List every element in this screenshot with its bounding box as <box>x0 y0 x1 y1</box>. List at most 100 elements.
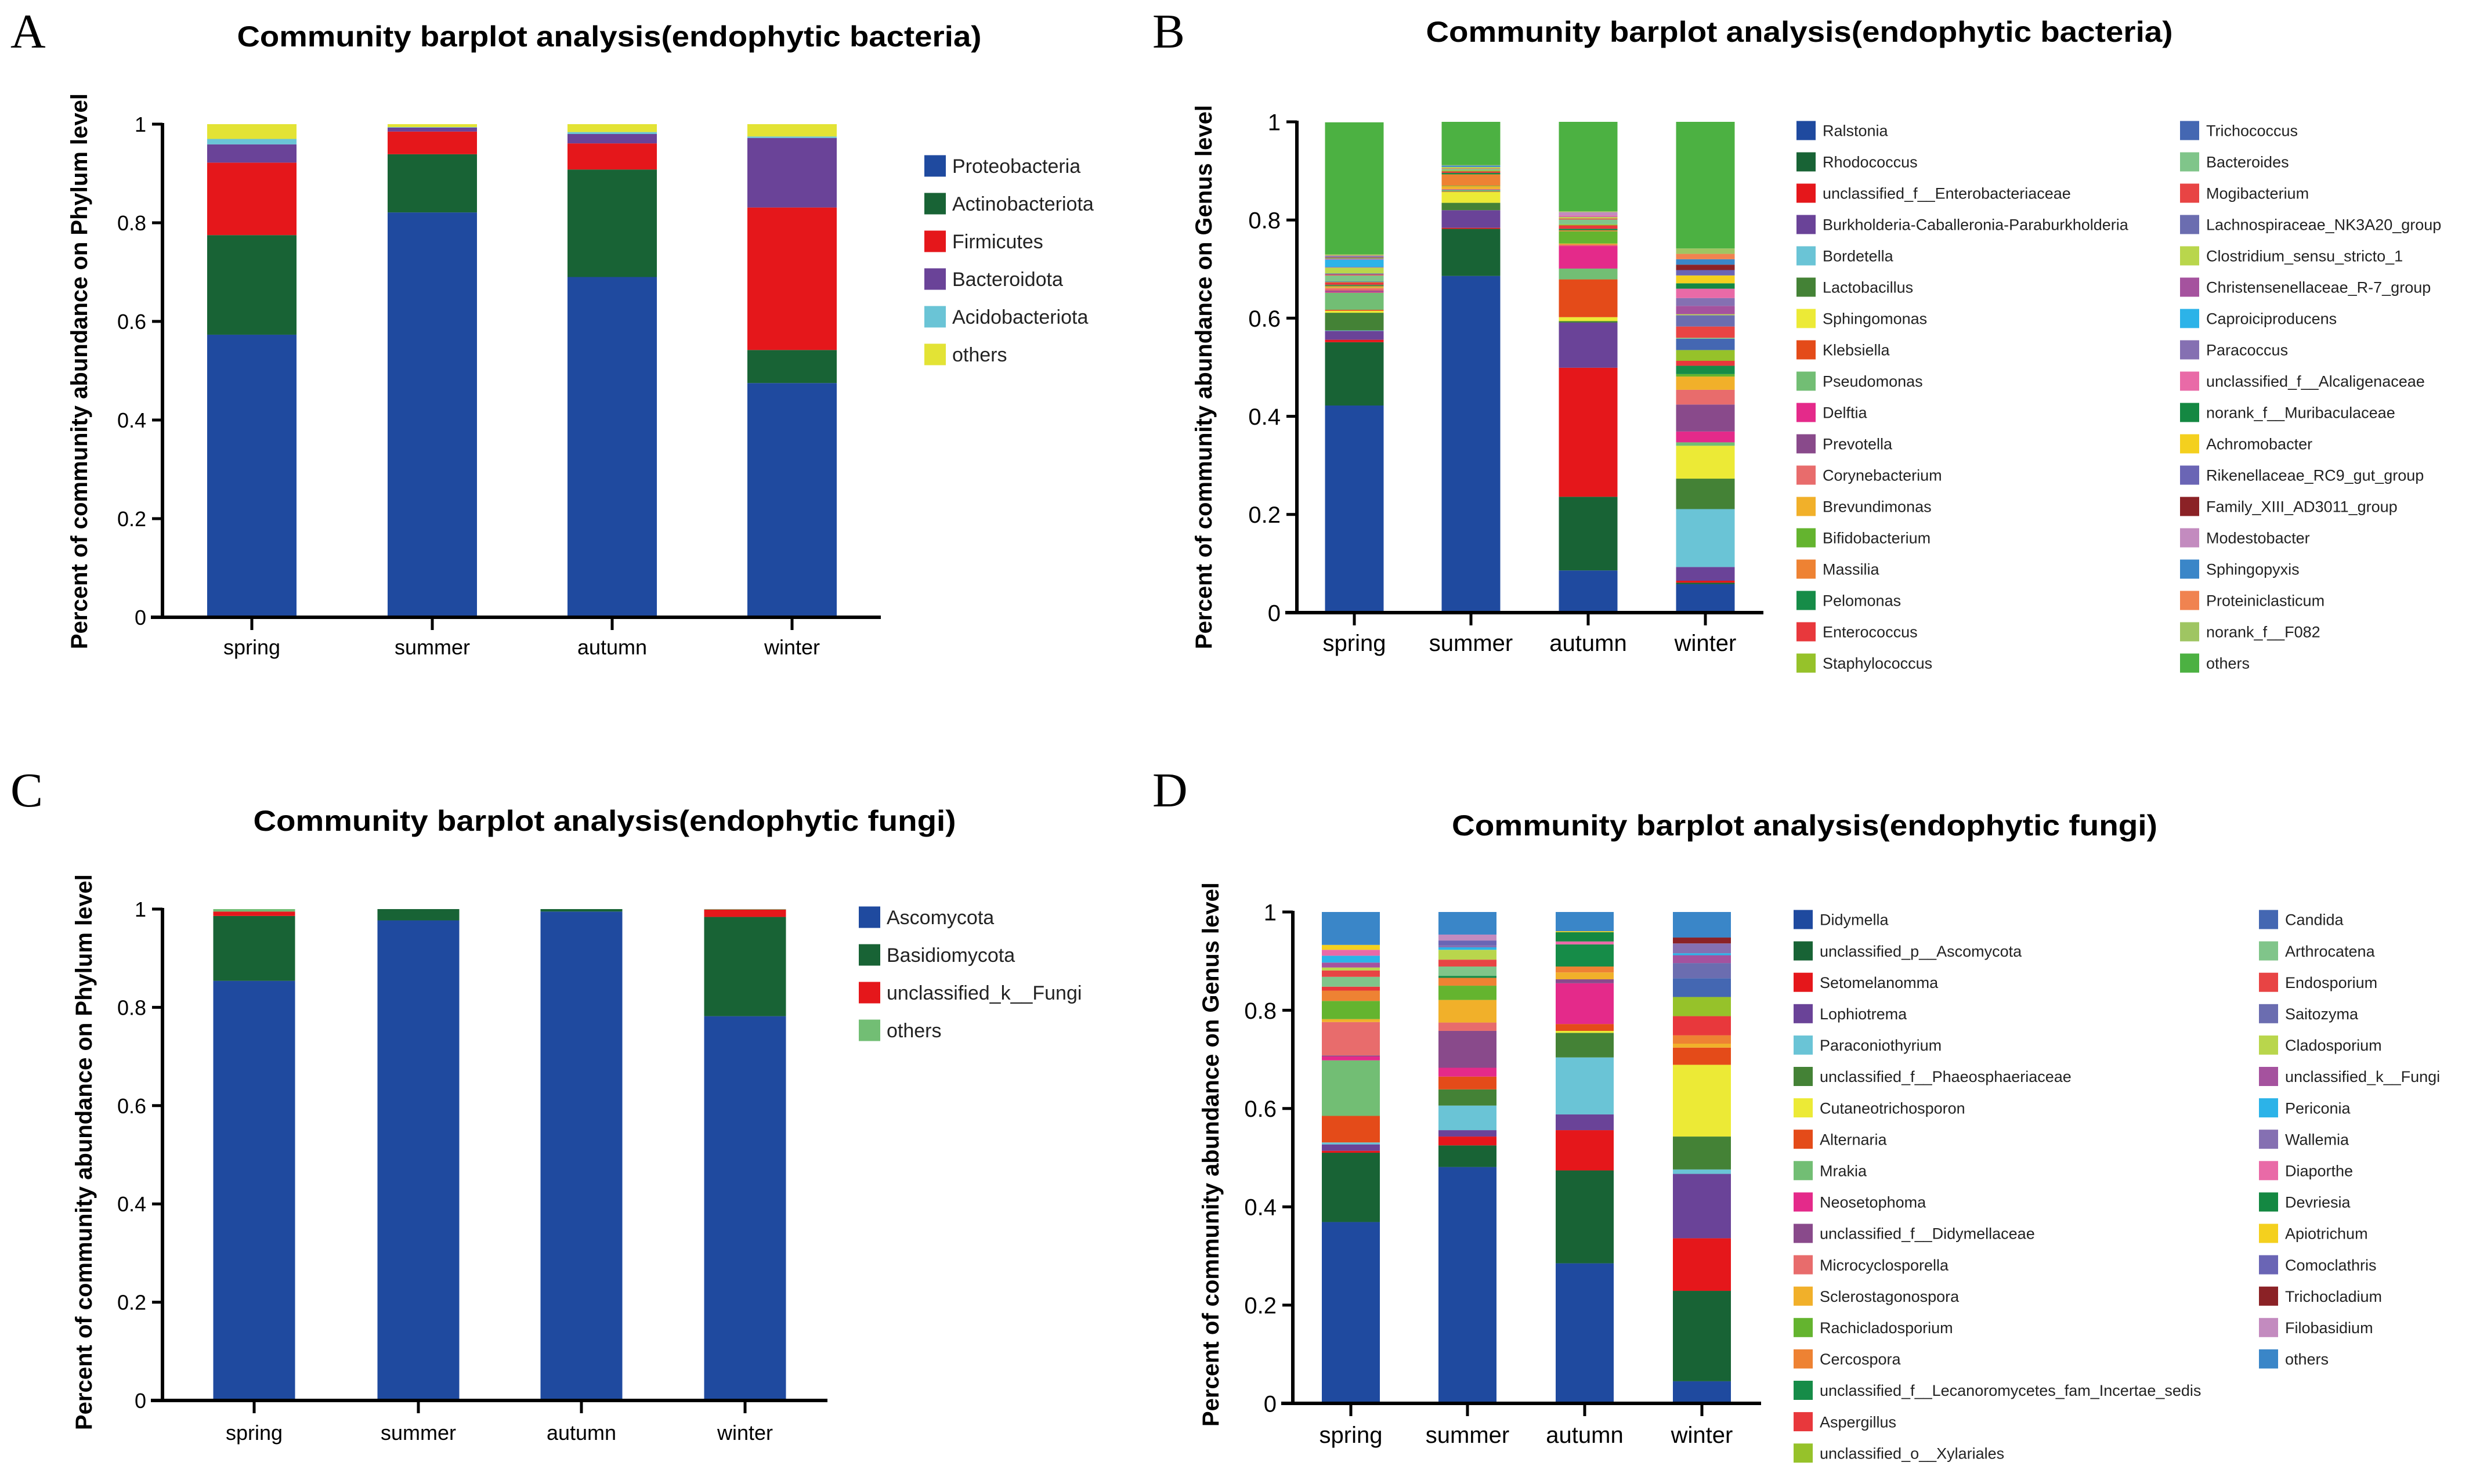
bar-segment-winter-4 <box>747 136 837 138</box>
bar-segment-winter-28 <box>1676 275 1735 284</box>
bar-segment-winter-32 <box>1676 259 1735 265</box>
legend-item: Family_XIII_AD3011_group <box>2180 497 2398 516</box>
bar-segment-winter-11 <box>1676 389 1735 405</box>
bar-segment-summer-32 <box>1441 165 1501 167</box>
y-tick-label: 0.6 <box>1248 306 1281 332</box>
bar-segment-winter-5 <box>747 124 837 137</box>
bar-segment-spring-24 <box>1322 955 1380 963</box>
bar-segment-autumn-12 <box>1556 972 1614 980</box>
legend-label: Alternaria <box>1820 1131 1888 1148</box>
bar-segment-autumn-6 <box>1559 317 1618 321</box>
bar-segment-summer-35 <box>1441 122 1501 165</box>
legend-item: Setomelanomma <box>1794 972 1939 992</box>
bar-segment-autumn-14 <box>1556 967 1614 973</box>
legend-swatch <box>2180 591 2199 610</box>
x-tick-label: summer <box>381 1421 456 1445</box>
legend-swatch <box>1794 1255 1813 1275</box>
legend-label: Rikenellaceae_RC9_gut_group <box>2206 467 2424 484</box>
legend-item: Apiotrichum <box>2259 1224 2368 1243</box>
legend-label: Periconia <box>2285 1099 2351 1117</box>
legend-item: unclassified_f__Alcaligenaceae <box>2180 371 2425 391</box>
bar-segment-summer-5 <box>1438 1089 1496 1106</box>
bar-segment-autumn-4 <box>567 132 657 134</box>
y-axis-label: Percent of community abundance on Phylum… <box>71 874 97 1430</box>
bar-segment-summer-4 <box>1438 1105 1496 1131</box>
bar-segment-autumn-3 <box>567 134 657 144</box>
bar-segment-autumn-31 <box>1559 212 1618 216</box>
chart-panel-a: A Community barplot analysis(endophytic b… <box>10 5 1094 659</box>
legend-swatch <box>1796 340 1816 360</box>
bar-segment-winter-2 <box>747 207 837 350</box>
legend-item: Lactobacillus <box>1796 277 1913 297</box>
bars <box>1325 122 1735 613</box>
bar-segment-autumn-1 <box>567 169 657 277</box>
bar-segment-autumn-1 <box>540 909 623 912</box>
legend-swatch <box>2259 1098 2278 1118</box>
bar-segment-autumn-3 <box>1559 323 1618 368</box>
legend-swatch <box>2180 528 2199 548</box>
bar-segment-autumn-13 <box>1559 231 1618 244</box>
bar-segment-autumn-0 <box>1556 1263 1614 1403</box>
bar-segment-winter-4 <box>1673 1169 1731 1174</box>
bar-segment-spring-30 <box>1325 256 1384 258</box>
legend-item: unclassified_f__Lecanoromycetes_fam_Ince… <box>1794 1381 2201 1400</box>
legend-label: Actinobacteriota <box>952 193 1094 215</box>
bar-segment-winter-3 <box>704 909 786 910</box>
bar-segment-autumn-12 <box>1559 243 1618 245</box>
bar-segment-winter-32 <box>1673 912 1731 938</box>
legend-swatch <box>2180 497 2199 516</box>
bar-segment-spring-4 <box>1322 1142 1380 1145</box>
legend-item: unclassified_p__Ascomycota <box>1794 941 2022 961</box>
legend-label: Modestobacter <box>2206 530 2310 547</box>
bar-segment-spring-4 <box>207 139 297 144</box>
legend-swatch <box>1796 653 1816 673</box>
bar-segment-summer-1 <box>388 154 477 213</box>
legend-item: Cladosporium <box>2259 1035 2382 1055</box>
legend-label: Comoclathris <box>2285 1257 2377 1274</box>
bar-segment-winter-1 <box>1676 582 1735 584</box>
legend-swatch <box>1796 622 1816 642</box>
panel-letter: D <box>1152 763 1188 817</box>
bar-segment-autumn-20 <box>1559 218 1618 220</box>
bar-segment-autumn-34 <box>1559 211 1618 212</box>
y-tick-label: 0 <box>1268 600 1281 626</box>
legend-label: Cercospora <box>1820 1351 1902 1368</box>
x-tick-label: autumn <box>577 635 647 659</box>
bar-segment-spring-1 <box>1325 342 1384 406</box>
legend-item: Neosetophoma <box>1794 1192 1926 1212</box>
legend-item: others <box>2259 1349 2329 1369</box>
y-tick-label: 0.2 <box>1248 502 1281 528</box>
legend: Didymella unclassified_p__Ascomycota Setom… <box>1794 910 2440 1463</box>
bar-segment-summer-15 <box>1441 172 1501 175</box>
legend-item: Klebsiella <box>1796 340 1890 360</box>
legend-swatch <box>2180 622 2199 642</box>
bar-segment-autumn-9 <box>1556 983 1614 1025</box>
legend-item: Bacteroidota <box>924 268 1063 291</box>
bar-segment-summer-19 <box>1441 169 1501 171</box>
legend-item: Diaporthe <box>2259 1161 2353 1181</box>
bar-segment-winter-2 <box>704 909 786 917</box>
bar-segment-spring-14 <box>1325 285 1384 287</box>
legend-label: Candida <box>2285 911 2344 929</box>
legend-label: others <box>887 1020 942 1042</box>
legend-label: Lactobacillus <box>1823 279 1913 296</box>
bars <box>213 909 786 1400</box>
bar-segment-spring-2 <box>1322 1150 1380 1153</box>
legend-swatch <box>1796 152 1816 172</box>
bar-segment-autumn-0 <box>567 277 657 617</box>
bar-segment-spring-17 <box>1325 281 1384 283</box>
bar-segment-autumn-3 <box>1556 1114 1614 1131</box>
bar-segment-spring-0 <box>207 334 297 617</box>
legend-label: Firmicutes <box>952 231 1043 253</box>
legend-item: Actinobacteriota <box>924 193 1094 215</box>
bar-segment-spring-15 <box>1325 284 1384 286</box>
y-tick-label: 0.8 <box>117 211 146 235</box>
bar-segment-winter-15 <box>1676 365 1735 374</box>
bar-segment-summer-5 <box>388 124 477 128</box>
legend-item: Lachnospiraceae_NK3A20_group <box>2180 215 2441 234</box>
legend-label: Sphingomonas <box>1823 310 1927 328</box>
bar-segment-winter-1 <box>747 350 837 383</box>
bar-segment-autumn-1 <box>1556 1170 1614 1264</box>
legend-label: Paracoccus <box>2206 342 2288 359</box>
bar-segment-spring-27 <box>1325 258 1384 259</box>
